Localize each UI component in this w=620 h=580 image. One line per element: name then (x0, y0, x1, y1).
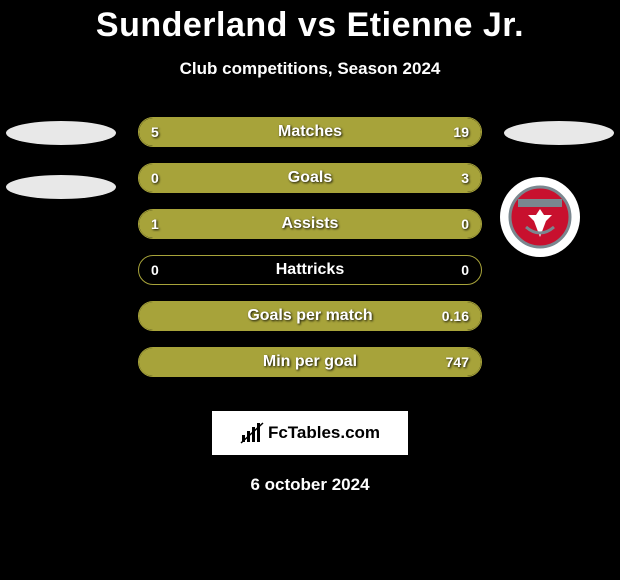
stat-value-right: 19 (453, 118, 469, 146)
stat-label: Hattricks (139, 256, 481, 284)
page-title: Sunderland vs Etienne Jr. (0, 0, 620, 45)
footer-brand-badge: FcTables.com (212, 411, 408, 455)
date: 6 october 2024 (0, 475, 620, 495)
stat-bar: 0.16Goals per match (138, 301, 482, 331)
stat-value-right: 3 (461, 164, 469, 192)
stat-bar: 519Matches (138, 117, 482, 147)
stat-value-left: 0 (151, 164, 159, 192)
team-right-badge (500, 177, 580, 257)
bar-fill-left (139, 210, 481, 238)
player-right-placeholder-1 (504, 121, 614, 145)
stat-value-left: 0 (151, 256, 159, 284)
bar-fill-right (211, 118, 481, 146)
player-left-placeholder-2 (6, 175, 116, 199)
bar-chart-icon (240, 421, 264, 445)
bar-fill-right (139, 164, 481, 192)
player-left-placeholder-1 (6, 121, 116, 145)
bar-fill-left (139, 118, 211, 146)
stat-bar: 0 0Hattricks (138, 255, 482, 285)
stat-bars: 519Matches03Goals10Assists00Hattricks0.1… (138, 117, 482, 393)
toronto-fc-icon (508, 185, 572, 249)
bar-fill-right (139, 348, 481, 376)
footer-brand-text: FcTables.com (268, 423, 380, 443)
subtitle: Club competitions, Season 2024 (0, 59, 620, 79)
stats-comparison: 519Matches03Goals10Assists00Hattricks0.1… (0, 117, 620, 397)
stat-value-right: 0.16 (442, 302, 469, 330)
stat-value-left: 5 (151, 118, 159, 146)
stat-value-right: 0 (461, 256, 469, 284)
stat-value-right: 0 (461, 210, 469, 238)
stat-bar: 03Goals (138, 163, 482, 193)
stat-bar: 747Min per goal (138, 347, 482, 377)
stat-value-right: 747 (446, 348, 469, 376)
stat-bar: 10Assists (138, 209, 482, 239)
stat-value-left: 1 (151, 210, 159, 238)
bar-fill-right (139, 302, 481, 330)
